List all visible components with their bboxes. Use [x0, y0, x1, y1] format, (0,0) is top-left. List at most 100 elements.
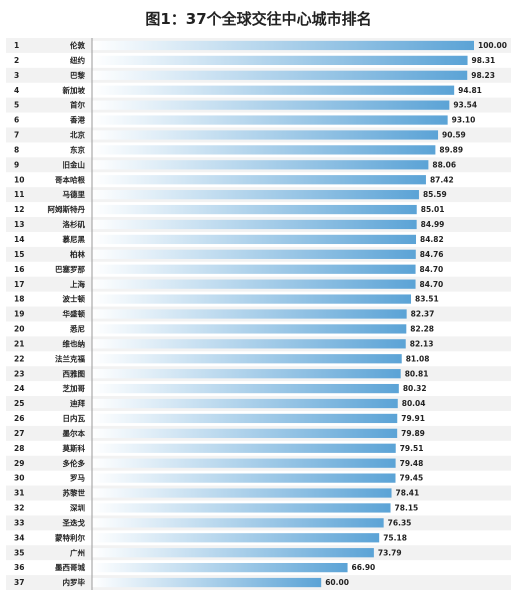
bar — [92, 443, 396, 453]
category-label: 墨尔本 — [63, 428, 86, 438]
category-label: 马德里 — [63, 189, 86, 199]
rank-label: 18 — [14, 295, 24, 304]
rank-label: 19 — [14, 310, 24, 319]
rank-label: 20 — [14, 325, 24, 334]
category-label: 多伦多 — [63, 458, 86, 468]
category-label: 洛杉矶 — [63, 219, 86, 229]
bar — [92, 458, 396, 468]
category-label: 新加坡 — [63, 85, 86, 95]
rank-label: 32 — [14, 504, 24, 513]
value-label: 60.00 — [325, 578, 349, 587]
value-label: 93.10 — [452, 116, 476, 125]
value-label: 100.00 — [478, 41, 507, 50]
bar — [92, 398, 398, 409]
bar — [92, 577, 322, 588]
rank-label: 22 — [14, 354, 24, 363]
rank-label: 29 — [14, 459, 24, 468]
bar — [92, 473, 396, 483]
bar — [92, 309, 407, 319]
category-label: 上海 — [70, 279, 85, 289]
category-label: 维也纳 — [63, 338, 86, 348]
rank-label: 2 — [14, 56, 19, 65]
bar — [92, 85, 455, 95]
rank-label: 6 — [14, 116, 19, 125]
bar — [92, 354, 402, 364]
rank-label: 5 — [14, 101, 19, 110]
value-label: 84.70 — [420, 265, 444, 274]
bar — [92, 383, 399, 394]
rank-label: 33 — [14, 518, 24, 527]
rank-label: 17 — [14, 280, 24, 289]
rank-label: 14 — [14, 235, 24, 244]
bar — [92, 175, 426, 185]
category-label: 迪拜 — [70, 398, 85, 408]
bar — [92, 249, 416, 259]
value-label: 80.04 — [402, 399, 426, 408]
value-label: 84.82 — [420, 235, 444, 244]
value-label: 80.32 — [403, 384, 427, 393]
bar — [92, 488, 392, 498]
category-label: 日内瓦 — [63, 413, 86, 423]
category-label: 莫斯科 — [62, 443, 86, 453]
value-label: 78.41 — [396, 489, 420, 498]
rank-label: 4 — [14, 86, 19, 95]
rank-label: 26 — [14, 414, 24, 423]
category-label: 巴塞罗那 — [55, 264, 85, 274]
category-label: 内罗毕 — [63, 577, 86, 587]
category-label: 墨西哥城 — [55, 562, 85, 572]
value-label: 79.51 — [400, 444, 424, 453]
category-label: 阿姆斯特丹 — [48, 204, 86, 214]
category-label: 旧金山 — [63, 159, 86, 169]
rank-label: 31 — [14, 489, 24, 498]
bar — [92, 160, 429, 170]
rank-label: 27 — [14, 429, 24, 438]
bar — [92, 40, 474, 51]
bar — [92, 145, 436, 155]
rank-label: 12 — [14, 205, 24, 214]
category-label: 香港 — [69, 115, 85, 125]
bar — [92, 264, 416, 274]
bar — [92, 55, 468, 66]
bar — [92, 369, 401, 379]
category-label: 蒙特利尔 — [55, 532, 85, 542]
value-label: 84.99 — [421, 220, 445, 229]
category-label: 纽约 — [70, 55, 85, 65]
value-label: 66.90 — [352, 563, 376, 572]
value-label: 98.23 — [471, 71, 495, 80]
value-label: 79.45 — [399, 474, 423, 483]
value-label: 85.59 — [423, 190, 447, 199]
value-label: 78.15 — [395, 504, 419, 513]
category-label: 深圳 — [70, 503, 85, 513]
bar — [92, 219, 417, 230]
bar — [92, 234, 417, 245]
rank-label: 28 — [14, 444, 24, 453]
bar — [92, 324, 407, 334]
bar — [92, 294, 412, 304]
bar — [92, 190, 419, 200]
bar — [92, 548, 374, 558]
value-label: 89.89 — [439, 145, 463, 154]
rank-label: 25 — [14, 399, 24, 408]
rank-label: 11 — [14, 190, 24, 199]
value-label: 79.91 — [401, 414, 425, 423]
value-label: 79.48 — [400, 459, 424, 468]
bar — [92, 204, 417, 215]
bar — [92, 130, 439, 140]
rank-label: 1 — [14, 41, 19, 50]
bar — [92, 428, 398, 438]
value-label: 82.37 — [411, 310, 435, 319]
category-label: 波士顿 — [63, 294, 86, 304]
bar — [92, 503, 391, 513]
value-label: 73.79 — [378, 548, 402, 557]
rank-label: 35 — [14, 548, 24, 557]
bar — [92, 70, 468, 80]
rank-label: 16 — [14, 265, 24, 274]
category-label: 广州 — [70, 547, 85, 557]
bar — [92, 100, 450, 110]
value-label: 82.13 — [410, 339, 434, 348]
value-label: 84.76 — [420, 250, 444, 259]
rank-label: 3 — [14, 71, 19, 80]
value-label: 75.18 — [383, 533, 407, 542]
value-label: 88.06 — [432, 160, 456, 169]
category-label: 哥本哈根 — [55, 174, 85, 184]
